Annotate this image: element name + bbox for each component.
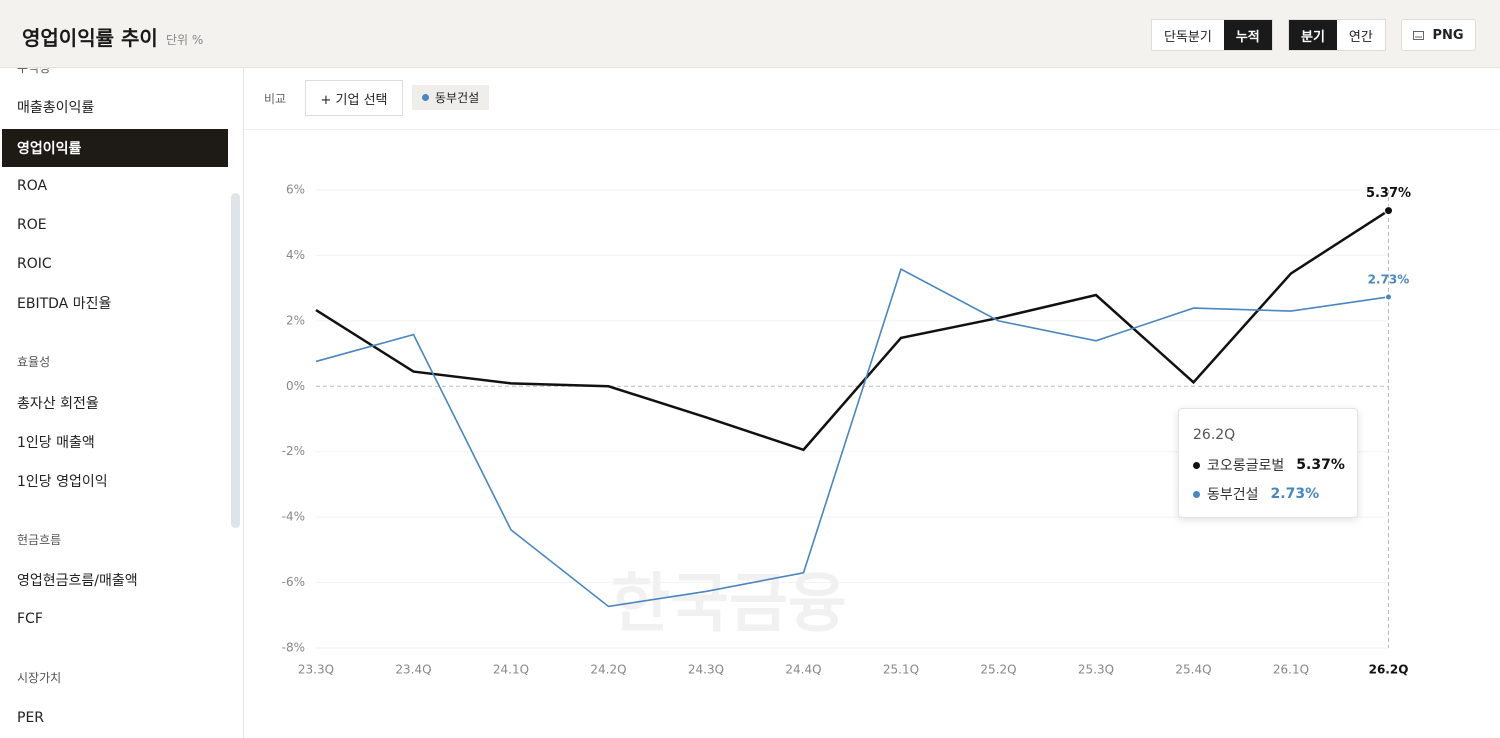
tooltip-row: 코오롱글로벌 5.37% — [1193, 455, 1345, 475]
section-title: 수익성 — [17, 68, 51, 75]
export-button[interactable]: PNG — [1401, 19, 1476, 51]
tooltip-value: 2.73% — [1270, 486, 1320, 502]
x-tick-label: 26.2Q — [1369, 663, 1409, 677]
y-tick-label: 4% — [286, 248, 305, 262]
menu-item[interactable]: EBITDA 마진율 — [17, 296, 112, 312]
x-tick-label: 23.3Q — [298, 663, 334, 677]
x-tick-label: 24.4Q — [785, 663, 821, 677]
tooltip-dot — [1193, 461, 1200, 469]
unit-label: 단위 % — [166, 33, 204, 47]
menu-item[interactable]: 1인당 영업이익 — [17, 474, 108, 490]
x-tick-label: 24.3Q — [688, 663, 724, 677]
x-tick-label: 24.1Q — [493, 663, 529, 677]
series-line — [315, 209, 1390, 452]
tooltip-dot — [1193, 490, 1200, 498]
sidebar: 수익성 매출총이익률 영업이익률 ROA ROE ROIC EBITDA 마진율… — [0, 68, 244, 738]
tooltip-value: 5.37% — [1296, 457, 1345, 473]
value-label: 2.73% — [1368, 272, 1410, 286]
y-tick-label: -4% — [282, 510, 305, 524]
x-tick-label: 24.2Q — [590, 663, 626, 677]
menu-item[interactable]: FCF — [17, 611, 43, 627]
value-label: 5.37% — [1366, 186, 1411, 201]
period-toggle: 단독분기 누적 — [1151, 19, 1273, 51]
section-title: 현금흐름 — [17, 533, 62, 547]
export-label: PNG — [1432, 27, 1464, 43]
watermark: 한국금융 — [611, 568, 847, 642]
freq-toggle: 분기 연간 — [1288, 19, 1386, 51]
x-tick-label: 25.3Q — [1078, 663, 1114, 677]
x-tick-label: 23.4Q — [395, 663, 431, 677]
image-icon — [1413, 30, 1425, 40]
x-tick-label: 25.4Q — [1175, 663, 1211, 677]
menu-item[interactable]: ROE — [17, 217, 47, 233]
menu-item[interactable]: 1인당 매출액 — [17, 435, 95, 451]
section-title: 시장가치 — [17, 671, 62, 685]
y-tick-label: 2% — [286, 313, 305, 327]
y-tick-label: -8% — [282, 641, 305, 655]
compare-label: 비교 — [264, 92, 287, 106]
tooltip: 26.2Q 코오롱글로벌 5.37% 동부건설 2.73% — [1178, 408, 1358, 518]
company-chip[interactable]: 동부건설 — [412, 85, 490, 110]
header: 영업이익률 추이 단위 % 단독분기 누적 분기 연간 PNG — [0, 0, 1500, 68]
section-title: 효율성 — [17, 355, 51, 369]
scrollbar[interactable] — [231, 193, 240, 528]
period-button[interactable]: 단독분기 — [1164, 29, 1212, 45]
toolbar: 비교 + 기업 선택 동부건설 — [244, 68, 1500, 130]
y-tick-label: 6% — [286, 183, 305, 197]
menu-item[interactable]: 매출총이익률 — [17, 100, 95, 116]
tooltip-title: 26.2Q — [1193, 427, 1236, 443]
chip-dot — [422, 94, 429, 101]
add-company-button[interactable]: + 기업 선택 — [305, 80, 403, 116]
page-title: 영업이익률 추이 — [22, 26, 158, 50]
series-line — [315, 268, 1389, 608]
tooltip-row: 동부건설 2.73% — [1193, 484, 1319, 504]
chart: 한국금융 -8% -6% -4% -2% 0% 2% 4% 6% 23.3Q 23.4Q 24.1Q… — [282, 183, 1411, 677]
point — [1385, 293, 1392, 301]
menu-item[interactable]: 영업현금흐름/매출액 — [17, 573, 138, 589]
menu-item[interactable]: ROA — [17, 178, 48, 194]
tooltip-name: 코오롱글로벌 — [1207, 458, 1285, 474]
point — [1384, 206, 1393, 216]
x-tick-label: 26.1Q — [1273, 663, 1309, 677]
y-tick-label: -2% — [282, 444, 305, 458]
y-tick-label: 0% — [286, 379, 305, 393]
chip-label: 동부건설 — [435, 91, 480, 105]
menu-item[interactable]: 영업이익률 — [2, 129, 228, 167]
menu-item[interactable]: PER — [17, 710, 45, 726]
freq-button[interactable]: 분기 — [1289, 20, 1337, 50]
period-button[interactable]: 누적 — [1223, 20, 1272, 50]
freq-button[interactable]: 연간 — [1348, 29, 1373, 45]
menu-item[interactable]: ROIC — [17, 256, 52, 272]
x-tick-label: 25.1Q — [883, 663, 919, 677]
tooltip-name: 동부건설 — [1207, 487, 1259, 503]
x-tick-label: 25.2Q — [980, 663, 1016, 677]
menu-item[interactable]: 총자산 회전율 — [17, 396, 99, 412]
y-tick-label: -6% — [282, 575, 305, 589]
